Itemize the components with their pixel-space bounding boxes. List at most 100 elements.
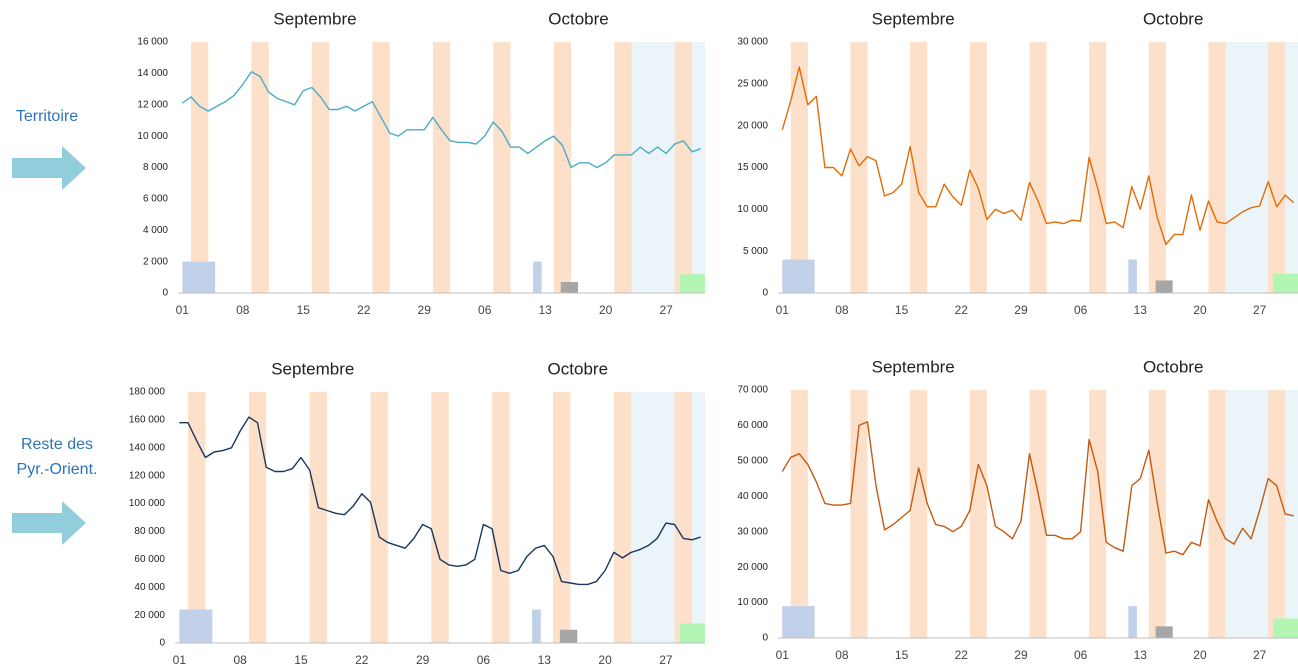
weekend-band xyxy=(188,392,206,643)
y-tick-label: 40 000 xyxy=(134,582,165,593)
line xyxy=(179,416,701,586)
y-tick-label: 120 000 xyxy=(129,470,166,481)
x-tick-label: 08 xyxy=(233,653,247,667)
arrow xyxy=(12,501,86,545)
indicator-bar xyxy=(679,274,705,293)
x-tick-label: 13 xyxy=(1134,303,1148,317)
y-tick-label: 0 xyxy=(762,633,768,644)
x-tick-label: 27 xyxy=(1253,648,1267,662)
y-tick-label: 70 000 xyxy=(737,385,768,396)
y-tick-label: 20 000 xyxy=(737,120,768,131)
y-tick-label: 0 xyxy=(762,288,768,299)
weekend-band xyxy=(372,42,390,293)
x-tick-label: 20 xyxy=(1193,648,1207,662)
weekend-band xyxy=(1089,390,1107,638)
weekend-band xyxy=(850,42,868,293)
x-tick-label: 27 xyxy=(659,303,673,317)
indicator-bar xyxy=(1273,273,1298,293)
holiday-band xyxy=(1217,42,1298,293)
weekend-band xyxy=(1268,42,1286,293)
x-tick-label: 13 xyxy=(538,303,552,317)
indicator-bar xyxy=(1128,606,1137,638)
holiday-band xyxy=(622,42,705,293)
x-tick-label: 01 xyxy=(176,303,190,317)
x-tick-label: 08 xyxy=(835,648,849,662)
weekend-band xyxy=(790,390,808,638)
y-tick-label: 180 000 xyxy=(129,387,166,398)
x-tick-label: 27 xyxy=(1253,303,1267,317)
y-tick-label: 20 000 xyxy=(134,610,165,621)
month-label: Octobre xyxy=(548,9,608,28)
y-tick-label: 160 000 xyxy=(129,415,166,426)
line xyxy=(781,421,1294,556)
y-tick-label: 12 000 xyxy=(137,99,168,110)
y-tick-label: 140 000 xyxy=(129,442,166,453)
weekend-band xyxy=(1089,42,1107,293)
x-tick-label: 15 xyxy=(895,303,909,317)
indicator-bar xyxy=(782,606,815,638)
weekend-band xyxy=(1029,42,1047,293)
x-tick-label: 01 xyxy=(776,303,790,317)
y-tick-label: 10 000 xyxy=(737,204,768,215)
row-label: Territoire xyxy=(16,108,78,125)
weekend-band xyxy=(969,42,987,293)
x-tick-label: 20 xyxy=(1193,303,1207,317)
row-label: Reste des xyxy=(21,436,93,453)
month-label: Octobre xyxy=(1143,357,1203,376)
weekend-band xyxy=(674,42,693,293)
indicator-bar xyxy=(1128,259,1137,293)
y-tick-label: 6 000 xyxy=(143,194,168,205)
x-tick-label: 06 xyxy=(477,653,491,667)
weekend-band xyxy=(1208,42,1226,293)
x-tick-label: 20 xyxy=(599,303,613,317)
y-tick-label: 60 000 xyxy=(737,420,768,431)
y-tick-label: 10 000 xyxy=(737,597,768,608)
y-tick-label: 20 000 xyxy=(737,562,768,573)
weekend-band xyxy=(1148,390,1166,638)
line xyxy=(781,66,1295,246)
x-tick-label: 06 xyxy=(478,303,492,317)
y-tick-label: 14 000 xyxy=(137,68,168,79)
y-tick-label: 25 000 xyxy=(737,78,768,89)
indicator-bar xyxy=(182,261,216,293)
y-tick-label: 30 000 xyxy=(737,526,768,537)
row-label: Pyr.-Orient. xyxy=(17,461,98,478)
x-tick-label: 29 xyxy=(1014,648,1028,662)
weekend-band xyxy=(309,392,328,643)
weekend-band xyxy=(969,390,987,638)
x-tick-label: 01 xyxy=(173,653,187,667)
x-tick-label: 22 xyxy=(355,653,369,667)
weekend-band xyxy=(311,42,330,293)
y-tick-label: 8 000 xyxy=(143,162,168,173)
month-label: Octobre xyxy=(1143,9,1203,28)
arrow xyxy=(12,146,86,190)
y-tick-label: 4 000 xyxy=(143,225,168,236)
x-tick-label: 08 xyxy=(236,303,250,317)
y-tick-label: 100 000 xyxy=(129,498,166,509)
y-tick-label: 2 000 xyxy=(143,256,168,267)
indicator-bar xyxy=(1155,280,1173,293)
x-tick-label: 15 xyxy=(297,303,311,317)
x-tick-label: 22 xyxy=(955,648,969,662)
weekend-band xyxy=(248,392,267,643)
weekend-band xyxy=(553,42,572,293)
indicator-bar xyxy=(782,259,815,293)
y-tick-label: 0 xyxy=(159,638,165,649)
indicator-bar xyxy=(1273,618,1298,638)
weekend-band xyxy=(431,392,449,643)
x-tick-label: 06 xyxy=(1074,648,1088,662)
month-label: Septembre xyxy=(273,9,356,28)
month-label: Septembre xyxy=(872,357,955,376)
weekend-band xyxy=(1208,390,1226,638)
y-tick-label: 15 000 xyxy=(737,162,768,173)
weekend-band xyxy=(370,392,388,643)
indicator-bar xyxy=(560,282,579,293)
weekend-band xyxy=(674,392,692,643)
weekend-band xyxy=(190,42,209,293)
indicator-bar xyxy=(532,609,541,643)
weekend-band xyxy=(251,42,269,293)
y-tick-label: 60 000 xyxy=(134,554,165,565)
y-tick-label: 40 000 xyxy=(737,491,768,502)
x-tick-label: 01 xyxy=(776,648,790,662)
y-tick-label: 50 000 xyxy=(737,455,768,466)
